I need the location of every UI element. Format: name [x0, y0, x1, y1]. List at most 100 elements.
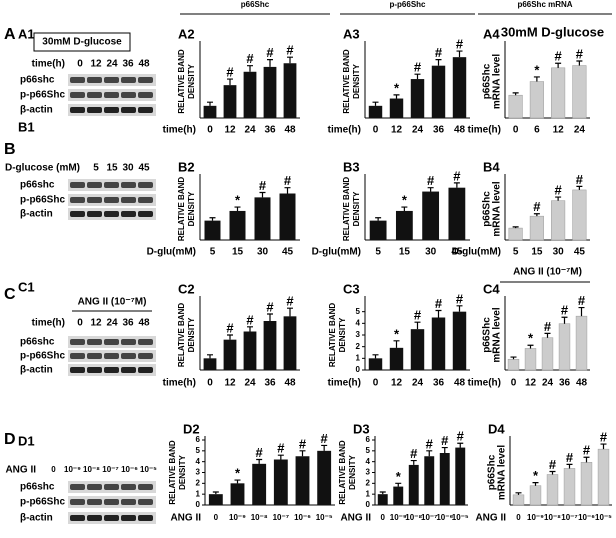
error-bar — [234, 479, 241, 484]
x-tick-label: 0 — [373, 125, 379, 136]
blot-band — [104, 197, 119, 203]
lane-label: 15 — [106, 163, 118, 174]
blot-band — [70, 499, 85, 505]
y-tick-label: 2 — [356, 342, 361, 351]
x-tick-label: 12 — [224, 378, 236, 389]
y-axis-label: DENSITY — [348, 455, 357, 490]
bar — [295, 456, 310, 505]
error-bar — [549, 470, 556, 475]
error-bar — [393, 340, 400, 348]
panel-label: A2 — [178, 26, 195, 41]
lane-label: 12 — [90, 318, 102, 329]
significance-mark: # — [321, 431, 329, 446]
x-tick-label: 10⁻⁶ — [578, 513, 595, 522]
x-tick-label: 48 — [576, 378, 588, 389]
x-tick-label: 48 — [284, 378, 296, 389]
panel-label: C2 — [178, 281, 195, 296]
blot-band — [87, 182, 102, 188]
error-bar — [393, 94, 400, 99]
error-bar — [247, 65, 253, 72]
x-tick-label: 10⁻⁵ — [452, 513, 469, 522]
x-axis-label: time(h) — [328, 125, 361, 136]
panel-label: D2 — [183, 421, 200, 436]
x-tick-label: 48 — [454, 125, 466, 136]
bar — [563, 468, 576, 506]
row-letter: D — [4, 431, 16, 448]
lane-label: 10⁻⁸ — [83, 465, 100, 474]
x-tick-label: 36 — [433, 378, 445, 389]
error-bar — [212, 491, 219, 495]
blot-band — [121, 211, 136, 217]
panel-label: C1 — [18, 279, 35, 294]
panel-label: A4 — [483, 26, 500, 41]
lane-label: 10⁻⁵ — [140, 465, 157, 474]
error-bar — [435, 59, 442, 66]
blot-band — [87, 515, 102, 521]
bar — [448, 187, 466, 240]
y-axis-label: DENSITY — [352, 64, 361, 99]
x-tick-label: 10⁻⁷ — [273, 513, 289, 522]
blot-condition: 30mM D-glucose — [42, 37, 122, 48]
significance-mark: * — [235, 193, 241, 208]
x-tick-label: 0 — [207, 125, 213, 136]
bar — [558, 323, 571, 371]
y-tick-label: 5 — [366, 446, 371, 455]
blot-condition: ANG II (10⁻⁷M) — [78, 297, 147, 308]
bar — [208, 494, 223, 505]
bar — [529, 215, 544, 241]
y-axis-label: DENSITY — [187, 64, 196, 99]
error-bar — [247, 326, 253, 332]
bar — [551, 67, 566, 119]
blot-row-label: p66shc — [20, 75, 55, 86]
y-axis-label: DENSITY — [338, 317, 347, 352]
x-tick-label: 10⁻⁸ — [405, 513, 422, 522]
bar — [408, 464, 419, 505]
blot-band — [70, 484, 85, 490]
y-tick-label: 5 — [196, 446, 201, 455]
x-axis-label: D-glu(mM) — [312, 247, 361, 258]
bar — [524, 348, 537, 371]
y-axis-label: mRNA level — [497, 445, 508, 500]
y-axis-label: DENSITY — [352, 191, 361, 226]
row-letter: A — [4, 26, 16, 43]
error-bar — [267, 59, 273, 67]
x-tick-label: 12 — [525, 378, 537, 389]
y-axis-label: RELATIVE BAND — [342, 49, 351, 114]
x-tick-label: 24 — [412, 125, 424, 136]
y-tick-label: 2 — [196, 478, 201, 487]
significance-mark: # — [259, 178, 267, 193]
row-letter: C — [4, 286, 16, 303]
panel-label: C3 — [343, 281, 360, 296]
error-bar — [515, 492, 522, 495]
bar — [572, 189, 587, 241]
bar — [575, 315, 588, 371]
significance-mark: # — [286, 43, 294, 58]
bar — [254, 197, 271, 240]
error-bar — [527, 344, 534, 349]
y-tick-label: 2 — [366, 478, 371, 487]
panel-label: C4 — [483, 281, 500, 296]
blot-band — [138, 77, 153, 83]
x-axis-label: ANG II — [170, 513, 201, 524]
blot-band — [104, 339, 119, 345]
error-bar — [600, 443, 607, 450]
bar — [452, 311, 467, 370]
significance-mark: * — [235, 466, 241, 481]
blot-band — [87, 353, 102, 359]
x-tick-label: 24 — [244, 125, 256, 136]
bar — [508, 227, 523, 241]
lane-label: 10⁻⁶ — [121, 465, 138, 474]
significance-mark: * — [528, 331, 534, 346]
y-axis-label: RELATIVE BAND — [177, 49, 186, 114]
bar — [263, 321, 277, 370]
bar — [551, 200, 566, 241]
significance-mark: # — [435, 296, 443, 311]
lane-label: 5 — [93, 163, 99, 174]
blot-band — [70, 211, 85, 217]
y-tick-label: 1 — [196, 489, 201, 498]
error-bar — [207, 354, 213, 359]
panel-label: B1 — [18, 119, 35, 134]
y-tick-label: 0 — [196, 500, 201, 509]
y-axis-label: RELATIVE BAND — [177, 177, 186, 242]
lane-label: 12 — [90, 59, 102, 70]
